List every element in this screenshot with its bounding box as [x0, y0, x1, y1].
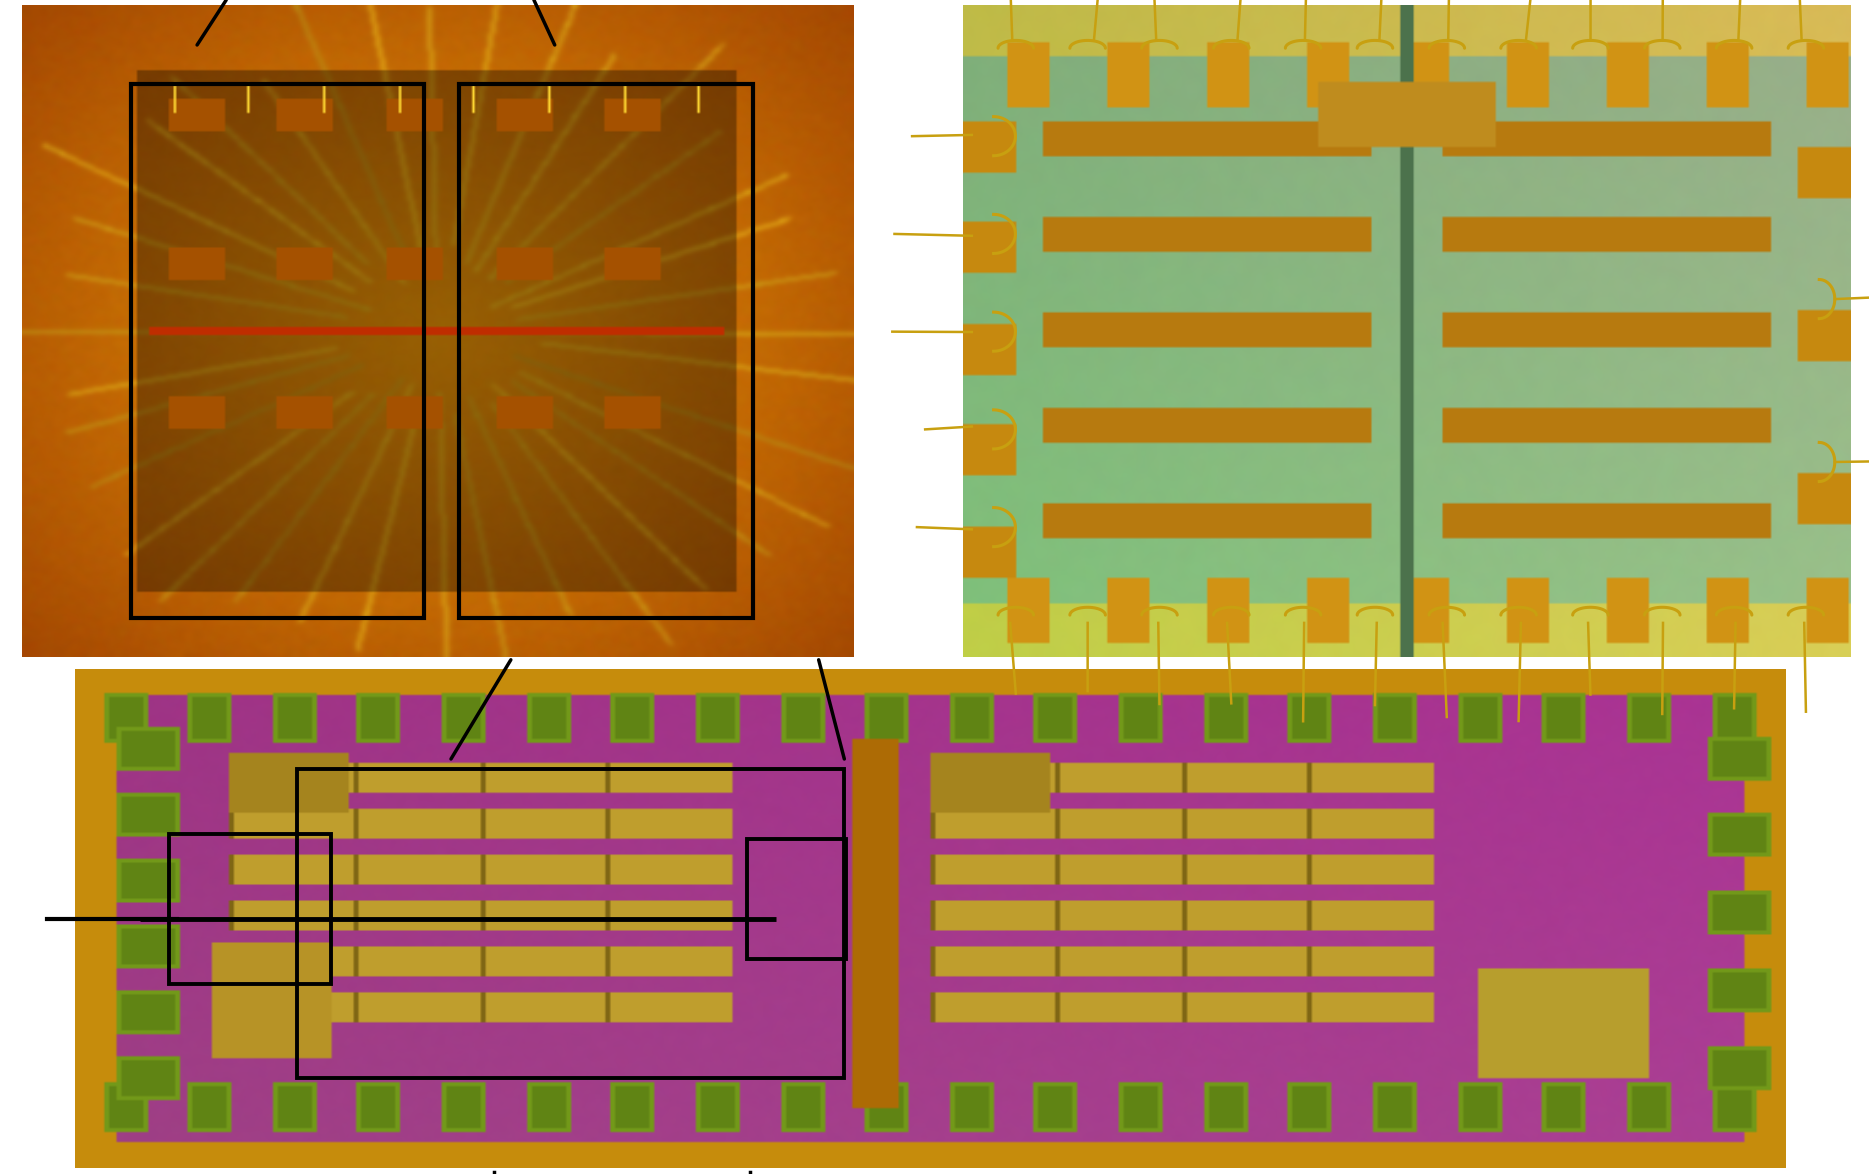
- Bar: [748, 838, 847, 958]
- Bar: [297, 769, 845, 1078]
- Bar: [131, 85, 424, 619]
- Bar: [168, 834, 331, 984]
- Bar: [460, 85, 753, 619]
